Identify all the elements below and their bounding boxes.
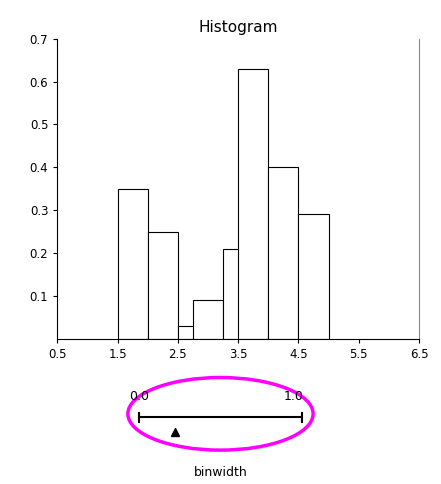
Text: binwidth: binwidth — [194, 466, 247, 479]
Bar — [238, 69, 268, 339]
Text: 1.0: 1.0 — [283, 390, 303, 403]
Bar — [193, 300, 223, 339]
Bar — [268, 167, 299, 339]
Text: 0.0: 0.0 — [129, 390, 149, 403]
Bar — [148, 232, 178, 339]
Bar — [178, 326, 208, 339]
Bar — [299, 214, 329, 339]
Bar — [223, 249, 253, 339]
Title: Histogram: Histogram — [198, 20, 278, 35]
Bar — [118, 189, 148, 339]
